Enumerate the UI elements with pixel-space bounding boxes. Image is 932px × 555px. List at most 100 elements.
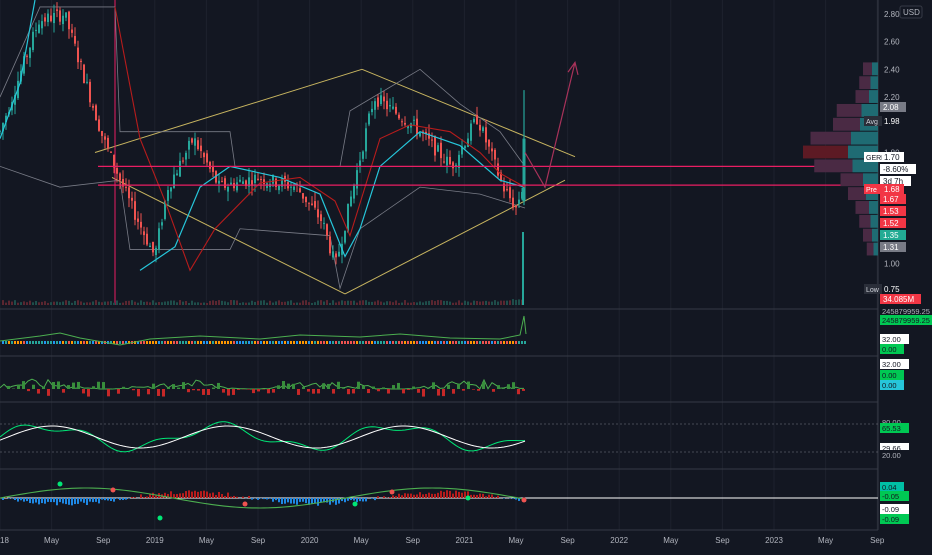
pane2-bar xyxy=(452,389,455,394)
pane1-dot xyxy=(197,341,199,344)
macd-hist xyxy=(398,494,400,498)
candle-body xyxy=(155,248,157,255)
macd-hist xyxy=(146,497,148,498)
volume-bar xyxy=(383,302,385,305)
candle-body xyxy=(377,97,379,106)
pane2-bar xyxy=(462,389,465,391)
moving-averages xyxy=(0,0,525,270)
pane1-dot xyxy=(398,341,400,344)
pane2-bar xyxy=(227,389,230,396)
pane1-dot xyxy=(116,341,118,344)
volume-bar xyxy=(434,301,436,305)
candle-body xyxy=(413,120,415,121)
pane2-bar xyxy=(42,387,45,389)
pane1-dot xyxy=(158,341,160,344)
pane2-bar xyxy=(467,382,470,389)
volume-bar xyxy=(116,301,118,305)
pane2-bar xyxy=(107,389,110,396)
volume-bar xyxy=(206,303,208,305)
pane2-bar xyxy=(27,389,30,391)
volume-bar xyxy=(476,301,478,305)
volume-bar xyxy=(248,302,250,305)
pane1-dot xyxy=(461,341,463,344)
pane1-dot xyxy=(458,341,460,344)
macd-hist xyxy=(29,498,31,503)
candle-body xyxy=(293,187,295,190)
macd-hist xyxy=(458,492,460,498)
macd-hist xyxy=(461,493,463,498)
volume-bar xyxy=(20,302,22,305)
time-label: 2020 xyxy=(301,536,319,545)
time-label: 2023 xyxy=(765,536,783,545)
pane1-dot xyxy=(77,341,79,344)
pane1-dot xyxy=(389,341,391,344)
macd-hist xyxy=(491,494,493,498)
pane2-bar xyxy=(482,382,485,389)
price-tick: 2.40 xyxy=(884,65,900,74)
pane1-dot xyxy=(263,341,265,344)
pane2-bar xyxy=(47,389,50,396)
pane1-dot xyxy=(86,341,88,344)
pane1-dot xyxy=(278,341,280,344)
macd-hist xyxy=(281,498,283,504)
pane1-dot xyxy=(215,341,217,344)
volume-bar xyxy=(170,300,172,305)
candle-body xyxy=(356,170,358,188)
pane2-bar xyxy=(362,386,365,389)
pane1-dot xyxy=(362,341,364,344)
volume-bar xyxy=(398,303,400,305)
volume-bar xyxy=(134,302,136,305)
volume-bar xyxy=(365,300,367,305)
pane1-dot xyxy=(293,341,295,344)
candle-body xyxy=(80,61,82,62)
volume-bar xyxy=(458,300,460,305)
macd-hist xyxy=(476,495,478,498)
candle-body xyxy=(368,114,370,125)
pane2-bar xyxy=(77,382,80,389)
volume-bar xyxy=(278,300,280,305)
candle-body xyxy=(107,138,109,148)
volume-bar xyxy=(209,301,211,305)
candle-body xyxy=(470,124,472,141)
volume-bar xyxy=(236,300,238,305)
volume-bar xyxy=(287,301,289,305)
time-label: Sep xyxy=(560,536,575,545)
pane2-bar xyxy=(307,389,310,392)
macd-hist xyxy=(83,498,85,503)
pane2-bar xyxy=(292,384,295,389)
pane1-dot xyxy=(275,341,277,344)
pane2-bar xyxy=(122,387,125,389)
macd-hist xyxy=(59,498,61,502)
volume-bar xyxy=(233,300,235,305)
pane1-dot xyxy=(434,341,436,344)
projection-arrow xyxy=(525,62,578,187)
macd-hist xyxy=(176,494,178,498)
candle-body xyxy=(236,182,238,190)
volume-bar xyxy=(17,303,19,305)
volume-bar xyxy=(203,303,205,305)
volume-bar xyxy=(161,302,163,305)
time-label: 2021 xyxy=(456,536,474,545)
volume-bar xyxy=(68,301,70,305)
tag-text: -8.60% xyxy=(883,165,908,174)
macd-hist xyxy=(401,495,403,498)
pane1-dot xyxy=(365,341,367,344)
pane1-dot xyxy=(50,341,52,344)
time-label: Sep xyxy=(715,536,730,545)
macd-hist xyxy=(230,497,232,498)
candle-body xyxy=(326,224,328,235)
volume-bar xyxy=(308,302,310,305)
candle-body xyxy=(497,163,499,175)
candle-body xyxy=(515,206,517,208)
macd-hist xyxy=(296,498,298,505)
macd-hist xyxy=(293,498,295,504)
volume-bar xyxy=(269,301,271,305)
macd-hist xyxy=(227,493,229,498)
pane1-dot xyxy=(491,341,493,344)
pane2-bar xyxy=(502,388,505,389)
candle-body xyxy=(59,10,61,21)
volume-bar xyxy=(164,302,166,305)
candle-body xyxy=(173,175,175,188)
